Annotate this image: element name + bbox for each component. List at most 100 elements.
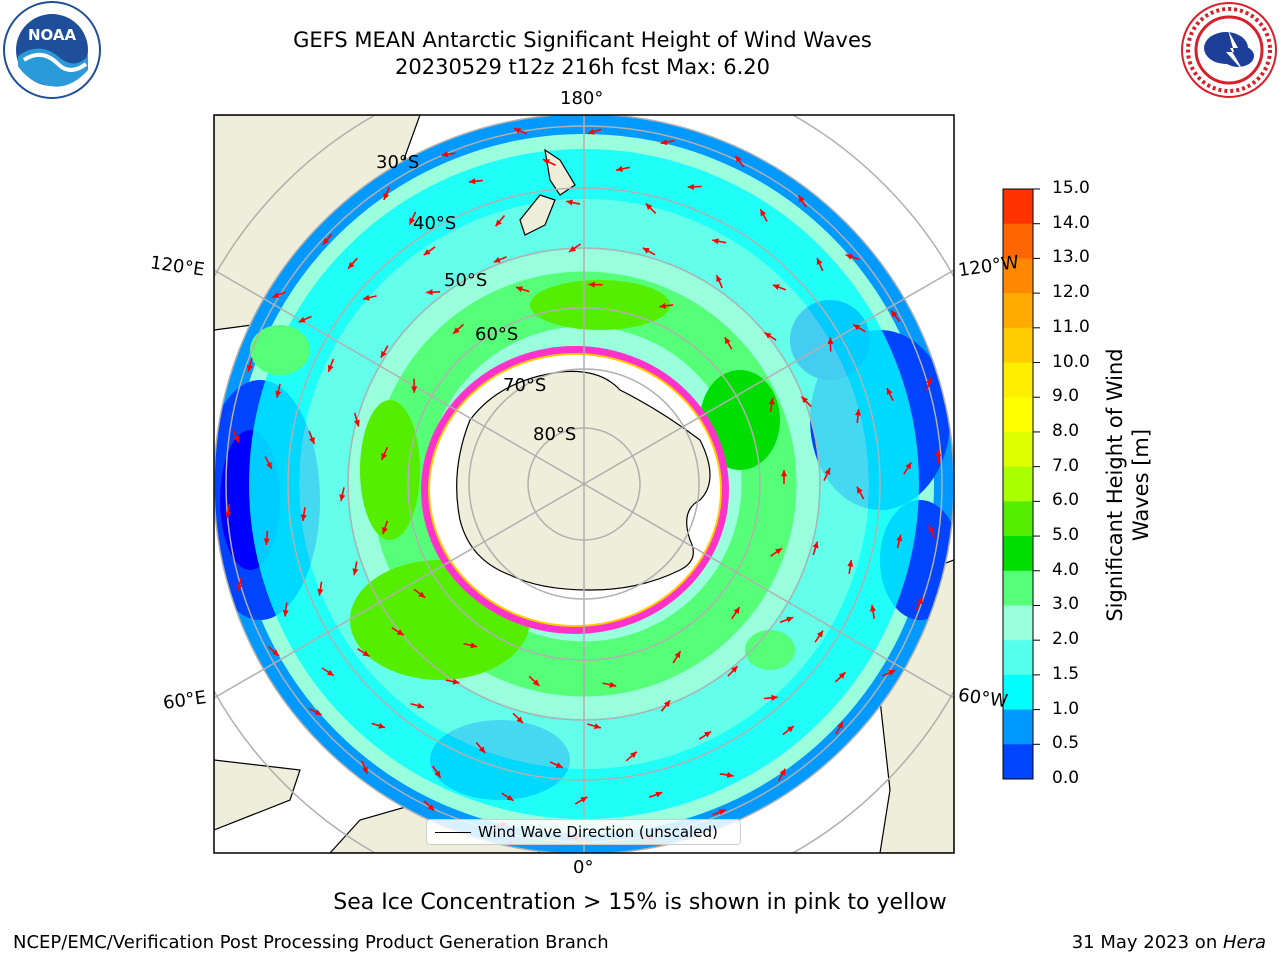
colorbar-segment	[1003, 466, 1033, 502]
wave-direction-arrowhead	[495, 219, 502, 227]
wave-direction-arrowhead	[593, 723, 601, 730]
wave-direction-arrowhead	[470, 642, 478, 649]
wave-direction-arrowhead	[353, 419, 360, 427]
wave-direction-arrowhead	[642, 247, 650, 254]
colorbar-segment	[1003, 605, 1033, 641]
lat-label-70s: 70°S	[503, 375, 547, 396]
wave-direction-arrowhead	[263, 538, 270, 545]
lon-label-180: 180°	[560, 88, 604, 109]
wave-direction-arrowhead	[779, 768, 786, 776]
colorbar-segment	[1003, 189, 1033, 225]
colorbar-tick-label: 0.5	[1052, 733, 1080, 754]
wave-direction-arrowhead	[409, 217, 416, 225]
wave-direction-arrowhead	[233, 435, 240, 443]
colorbar-tick-label: 1.5	[1052, 663, 1080, 684]
wave-direction-arrowhead	[348, 261, 355, 269]
legend-line-sample	[435, 832, 471, 833]
wave-direction-arrowhead	[300, 514, 307, 522]
wave-direction-arrowhead	[339, 494, 346, 502]
wave-direction-arrowhead	[417, 702, 425, 709]
wave-direction-arrowhead	[317, 588, 324, 596]
wave-direction-arrowhead	[771, 694, 778, 701]
lon-label-0: 0°	[573, 857, 594, 878]
wave-direction-arrowhead	[928, 525, 935, 533]
colorbar-segment	[1003, 258, 1033, 294]
wave-direction-arrowhead	[775, 548, 782, 555]
wave-direction-arrowhead	[569, 245, 576, 252]
wave-direction-arrowhead	[786, 616, 794, 623]
wave-direction-arrowhead	[660, 139, 668, 146]
wave-direction-arrowhead	[587, 128, 595, 135]
colorbar-tick-label: 15.0	[1052, 178, 1090, 198]
wave-direction-arrowhead	[645, 203, 653, 211]
wave-direction-arrowhead	[916, 597, 923, 605]
wave-direction-arrowhead	[282, 609, 289, 617]
sea-ice-caption: Sea Ice Concentration > 15% is shown in …	[333, 890, 947, 915]
wave-direction-arrowhead	[855, 409, 862, 416]
colorbar-tick-label: 14.0	[1052, 212, 1090, 233]
wave-direction-arrowhead	[856, 486, 863, 494]
footer-date: 31 May 2023 on Hera	[1072, 932, 1266, 953]
wave-direction-arrowhead	[322, 237, 330, 245]
colorbar-segment	[1003, 431, 1033, 468]
wave-direction-arrowhead	[225, 511, 232, 518]
lat-label-40s: 40°S	[413, 213, 457, 234]
wave-direction-arrowhead	[847, 560, 854, 567]
colorbar-tick-label: 8.0	[1052, 420, 1080, 441]
wave-direction-arrowhead	[838, 672, 846, 679]
wave-direction-arrowhead	[588, 281, 595, 288]
wave-direction-arrowhead	[801, 396, 809, 404]
wave-direction-arrowhead	[726, 771, 734, 778]
wave-direction-arrowhead	[515, 286, 523, 293]
wave-direction-arrowhead	[272, 292, 280, 298]
wave-direction-arrowhead	[309, 437, 315, 445]
wave-direction-arrowhead	[824, 467, 831, 475]
wave-direction-arrowhead	[236, 584, 243, 591]
wave-direction-arrowhead	[704, 731, 712, 738]
wave-direction-arrowhead	[396, 629, 404, 636]
colorbar-segment	[1003, 501, 1033, 537]
wave-direction-arrowhead	[513, 128, 521, 134]
wave-direction-arrowhead	[298, 316, 306, 323]
wave-direction-arrowhead	[423, 248, 431, 256]
wave-direction-arrowhead	[555, 762, 563, 768]
wave-direction-arrowhead	[674, 651, 681, 659]
colorbar-segment	[1003, 362, 1033, 398]
colorbar-tick-label: 12.0	[1052, 282, 1090, 303]
wave-direction-arrowhead	[837, 721, 843, 729]
colorbar-tick-label: 7.0	[1052, 455, 1080, 476]
wave-direction-arrowhead	[247, 364, 253, 372]
colorbar-segment	[1003, 744, 1033, 780]
wave-direction-arrowhead	[426, 289, 433, 296]
wave-direction-arrowhead	[326, 669, 334, 676]
wave-direction-arrowhead	[724, 337, 731, 345]
wave-direction-arrowhead	[760, 209, 767, 217]
wave-direction-arrowhead	[378, 722, 386, 729]
colorbar-label: Significant Height of Wind Waves [m]	[1103, 348, 1153, 622]
wave-direction-arrowhead	[427, 804, 435, 811]
wave-direction-arrowhead	[542, 159, 550, 165]
lat-label-80s: 80°S	[533, 424, 577, 445]
wave-direction-arrowhead	[418, 591, 426, 598]
colorbar-tick-label: 2.0	[1052, 629, 1080, 650]
colorbar-segment	[1003, 674, 1033, 711]
wave-direction-arrowhead	[780, 470, 788, 477]
wave-direction-arrowhead	[827, 337, 834, 344]
map-legend: Wind Wave Direction (unscaled)	[426, 819, 741, 845]
wave-direction-arrowhead	[362, 766, 368, 774]
footer-system: Hera	[1222, 932, 1266, 953]
wave-direction-arrowhead	[687, 183, 695, 190]
wave-direction-arrowhead	[275, 390, 282, 398]
wave-direction-arrowhead	[616, 165, 623, 172]
footer-organization: NCEP/EMC/Verification Post Processing Pr…	[13, 932, 609, 953]
wave-direction-arrowhead	[609, 681, 617, 688]
footer-date-text: 31 May 2023 on	[1071, 932, 1223, 953]
national-weather-service-logo	[1178, 0, 1280, 100]
colorbar-segment	[1003, 570, 1033, 606]
wave-direction-arrowhead	[506, 794, 514, 801]
wave-direction-arrowhead	[712, 238, 719, 245]
legend-entry: Wind Wave Direction (unscaled)	[478, 823, 718, 841]
chart-subtitle: 20230529 t12z 216h fcst Max: 6.20	[395, 55, 770, 79]
wave-direction-arrowhead	[411, 386, 418, 393]
colorbar-tick-label: 0.0	[1052, 768, 1080, 788]
